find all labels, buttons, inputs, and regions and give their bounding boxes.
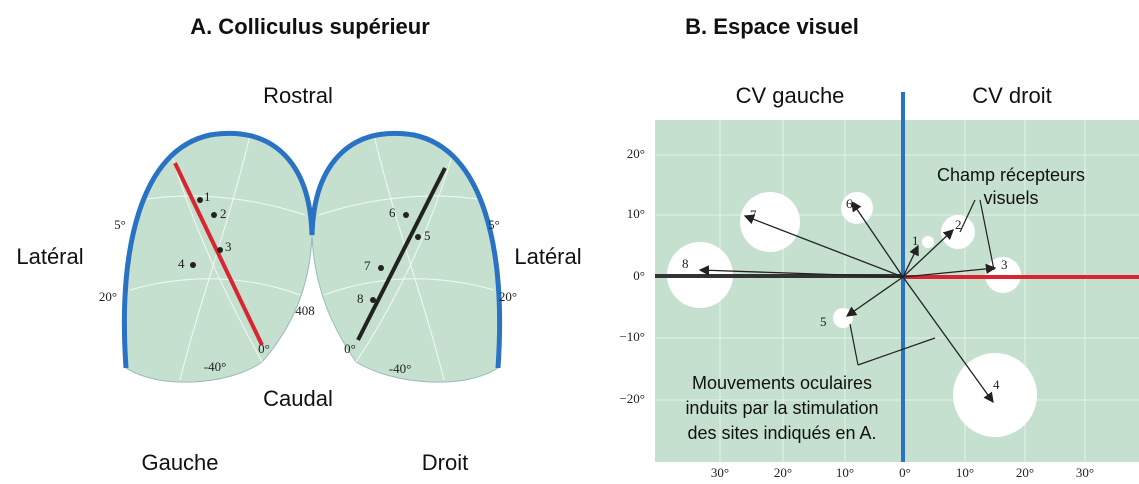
right-colliculus	[312, 133, 500, 382]
site-label: 8	[357, 291, 364, 306]
site-label: 5	[424, 228, 431, 243]
rostral-label: Rostral	[263, 83, 333, 108]
site-label: 7	[364, 258, 371, 273]
y-tick-label: 20°	[627, 146, 645, 161]
right-label: Droit	[422, 450, 468, 475]
y-tick-label: −20°	[619, 391, 645, 406]
receptive-field-label: Champ récepteurs	[937, 165, 1085, 185]
angle-label: 0°	[258, 341, 270, 356]
vector-label: 1	[912, 233, 919, 248]
y-tick-label: 10°	[627, 206, 645, 221]
right-field-label: CV droit	[972, 83, 1051, 108]
x-tick-label: 30°	[711, 465, 729, 480]
vector-label: 7	[750, 207, 757, 222]
movement-label: Mouvements oculaires	[692, 373, 872, 393]
site-label: 3	[225, 239, 232, 254]
caudal-label: Caudal	[263, 386, 333, 411]
panel-b-title: B. Espace visuel	[685, 14, 859, 39]
x-tick-label: 30°	[1076, 465, 1094, 480]
lateral-right-label: Latéral	[514, 244, 581, 269]
receptive-field-label: visuels	[983, 188, 1038, 208]
angle-label: 408	[295, 303, 315, 318]
angle-label: -40°	[204, 359, 227, 374]
angle-label: 5°	[488, 217, 500, 232]
x-tick-label: 10°	[956, 465, 974, 480]
vector-label: 8	[682, 256, 689, 271]
site-label: 4	[178, 256, 185, 271]
movement-label: des sites indiqués en A.	[687, 423, 876, 443]
left-label: Gauche	[141, 450, 218, 475]
angle-label: 20°	[499, 289, 517, 304]
panel-a-title: A. Colliculus supérieur	[190, 14, 430, 39]
movement-label: induits par la stimulation	[685, 398, 878, 418]
x-tick-label: 20°	[1016, 465, 1034, 480]
vector-label: 3	[1001, 257, 1008, 272]
site-label: 2	[220, 206, 227, 221]
angle-label: 20°	[99, 289, 117, 304]
x-tick-label: 0°	[899, 465, 911, 480]
angle-label: -40°	[389, 361, 412, 376]
vector-label: 4	[993, 377, 1000, 392]
lateral-left-label: Latéral	[16, 244, 83, 269]
left-field-label: CV gauche	[736, 83, 845, 108]
site-label: 1	[204, 189, 211, 204]
angle-label: 5°	[114, 217, 126, 232]
site-label: 6	[389, 205, 396, 220]
x-tick-label: 20°	[774, 465, 792, 480]
vector-label: 5	[820, 314, 827, 329]
angle-label: 0°	[344, 341, 356, 356]
figure: A. Colliculus supérieur Rostral Caudal L…	[0, 0, 1139, 484]
y-tick-label: 0°	[633, 268, 645, 283]
y-tick-label: −10°	[619, 329, 645, 344]
vector-label: 6	[846, 196, 853, 211]
x-tick-label: 10°	[836, 465, 854, 480]
